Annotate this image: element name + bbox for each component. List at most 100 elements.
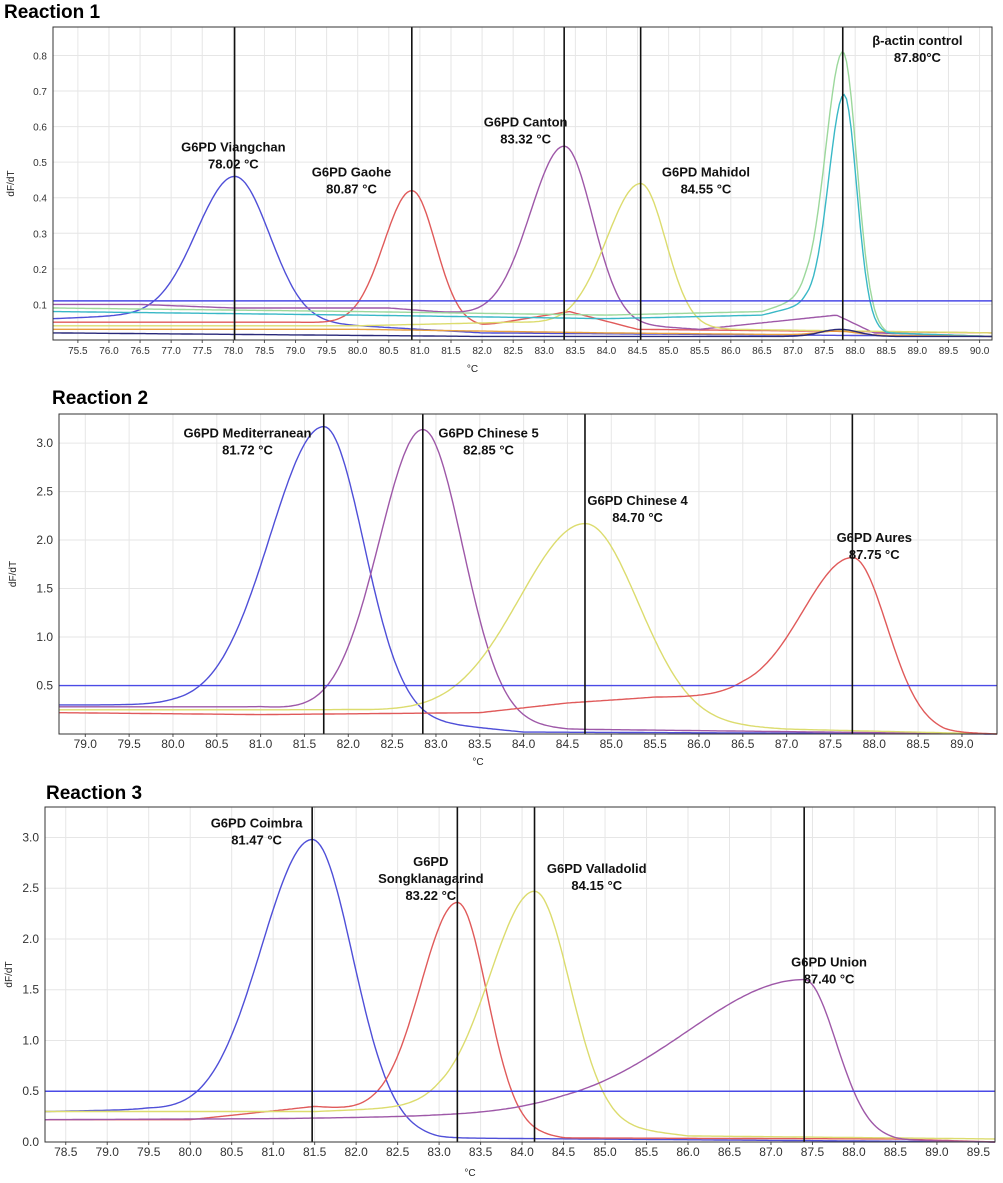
r1-y-tick-label: 0.6 (33, 123, 47, 134)
r1-x-tick-label: 86.0 (721, 346, 741, 357)
r1-peak-annotation-3: G6PD Canton 83.32 °C (484, 115, 568, 147)
r3-y-tick-label: 2.5 (22, 881, 39, 895)
r3-x-tick-label: 79.0 (96, 1145, 120, 1159)
r2-x-tick-label: 83.5 (468, 737, 492, 751)
reaction-1-title: Reaction 1 (4, 2, 101, 23)
r2-plot-area (59, 414, 997, 734)
r1-x-tick-label: 79.0 (286, 346, 306, 357)
r3-series-line-2 (45, 901, 996, 1143)
r3-y-axis-label: dF/dT (4, 961, 15, 987)
r1-y-tick-label: 0.3 (33, 229, 47, 240)
r1-x-tick-label: 85.5 (690, 346, 710, 357)
r2-peak-annotation-1: G6PD Mediterranean 81.72 °C (184, 425, 312, 457)
r1-x-tick-label: 84.0 (597, 346, 617, 357)
r1-x-tick-label: 85.0 (659, 346, 679, 357)
r1-peak-annotation-5: β-actin control 87.80°C (872, 33, 962, 65)
r3-y-tick-label: 3.0 (22, 830, 39, 844)
r1-x-tick-label: 76.0 (99, 346, 119, 357)
r1-x-tick-label: 77.0 (161, 346, 181, 357)
r1-x-tick-label: 80.5 (379, 346, 399, 357)
r1-y-tick-label: 0.4 (33, 194, 47, 205)
r3-y-tick-label: 2.0 (22, 932, 39, 946)
r2-y-tick-label: 1.0 (36, 630, 53, 644)
r1-x-tick-label: 78.5 (255, 346, 275, 357)
r1-plot-border (52, 26, 993, 341)
r2-x-tick-label: 88.5 (906, 737, 930, 751)
r2-x-tick-label: 81.5 (293, 737, 317, 751)
r1-x-tick-label: 81.5 (441, 346, 461, 357)
r3-plot-border (44, 806, 996, 1143)
r2-series-line-4 (59, 556, 998, 735)
r3-series-line-3 (45, 890, 996, 1140)
r1-series-line-5 (53, 51, 992, 338)
r2-x-tick-label: 86.5 (731, 737, 755, 751)
r1-x-tick-label: 89.5 (939, 346, 959, 357)
r2-peak-annotation-2: G6PD Chinese 5 82.85 °C (438, 425, 538, 457)
r3-x-axis-label: °C (464, 1168, 475, 1179)
r1-x-tick-label: 83.0 (535, 346, 555, 357)
r2-x-tick-label: 82.5 (380, 737, 404, 751)
r2-x-tick-label: 82.0 (337, 737, 361, 751)
r2-y-tick-label: 2.0 (36, 533, 53, 547)
r2-x-tick-label: 84.0 (512, 737, 536, 751)
r1-x-tick-label: 83.5 (566, 346, 586, 357)
r1-x-axis-label: °C (467, 364, 478, 375)
r1-x-tick-label: 87.5 (814, 346, 834, 357)
r3-y-tick-label: 0.0 (22, 1135, 39, 1149)
r3-x-tick-label: 87.0 (759, 1145, 783, 1159)
r3-x-tick-label: 88.5 (884, 1145, 908, 1159)
reaction-2-chart: 79.0 79.5 80.0 80.5 81.0 81.5 82.0 82.5 83.0 83.5… (8, 413, 998, 768)
r2-x-tick-label: 79.0 (74, 737, 98, 751)
r2-x-tick-label: 85.0 (600, 737, 624, 751)
r2-x-tick-label: 85.5 (643, 737, 667, 751)
r3-x-tick-label: 80.0 (179, 1145, 203, 1159)
r1-y-tick-label: 0.2 (33, 265, 47, 276)
r1-x-tick-label: 88.5 (877, 346, 897, 357)
r3-x-tick-label: 79.5 (137, 1145, 161, 1159)
r3-peak-annotation-2: G6PD Songklanagarind 83.22 °C (378, 854, 484, 903)
r1-y-axis-label: dF/dT (6, 170, 17, 196)
r3-x-tick-label: 81.5 (303, 1145, 327, 1159)
r3-x-tick-label: 82.5 (386, 1145, 410, 1159)
r3-x-tick-label: 89.5 (967, 1145, 991, 1159)
r1-series-line-3 (53, 145, 992, 338)
r2-y-tick-label: 0.5 (36, 679, 53, 693)
r1-x-tick-label: 86.5 (752, 346, 772, 357)
r2-series-line-1 (59, 425, 997, 735)
reaction-2-title: Reaction 2 (52, 388, 149, 409)
r3-y-tick-label: 1.0 (22, 1033, 39, 1047)
r2-x-tick-label: 88.0 (863, 737, 887, 751)
r2-x-tick-label: 81.0 (249, 737, 273, 751)
r1-x-tick-label: 82.5 (503, 346, 523, 357)
r2-x-axis-label: °C (472, 757, 483, 768)
r3-y-tick-label: 1.5 (22, 983, 39, 997)
r2-x-tick-label: 80.5 (205, 737, 229, 751)
r1-x-tick-label: 82.0 (472, 346, 492, 357)
r2-x-tick-label: 86.0 (687, 737, 711, 751)
r1-peak-annotation-1: G6PD Viangchan 78.02 °C (181, 139, 286, 171)
r1-peak-annotation-4: G6PD Mahidol 84.55 °C (662, 164, 750, 196)
r1-x-tick-label: 79.5 (317, 346, 337, 357)
r1-x-tick-label: 76.5 (130, 346, 150, 357)
r3-x-tick-label: 88.0 (842, 1145, 866, 1159)
r3-x-tick-label: 89.0 (925, 1145, 949, 1159)
r1-x-tick-label: 75.5 (68, 346, 88, 357)
r3-peak-annotation-3: G6PD Valladolid 84.15 °C (547, 861, 647, 893)
reaction-1-chart: 75.5 76.0 76.5 77.0 77.5 78.0 78.5 79.0 79.5 80.0… (6, 26, 993, 375)
r3-x-tick-label: 80.5 (220, 1145, 244, 1159)
r3-x-tick-label: 84.0 (510, 1145, 534, 1159)
r2-peak-annotation-3: G6PD Chinese 4 84.70 °C (587, 493, 688, 525)
r2-y-tick-label: 2.5 (36, 485, 53, 499)
r2-series-line-2 (59, 428, 997, 735)
r1-peak-annotation-2: G6PD Gaohe 80.87 °C (312, 164, 391, 196)
r1-x-tick-label: 80.0 (348, 346, 368, 357)
reaction-3-title: Reaction 3 (46, 783, 143, 804)
r1-series-line-7 (53, 328, 992, 338)
r2-x-tick-label: 87.5 (819, 737, 843, 751)
r3-series-line-4 (45, 978, 995, 1143)
r3-x-tick-label: 85.5 (635, 1145, 659, 1159)
r3-x-tick-label: 78.5 (54, 1145, 78, 1159)
r3-x-tick-label: 85.0 (593, 1145, 617, 1159)
r3-x-tick-label: 82.0 (344, 1145, 368, 1159)
r2-x-tick-label: 84.5 (556, 737, 580, 751)
